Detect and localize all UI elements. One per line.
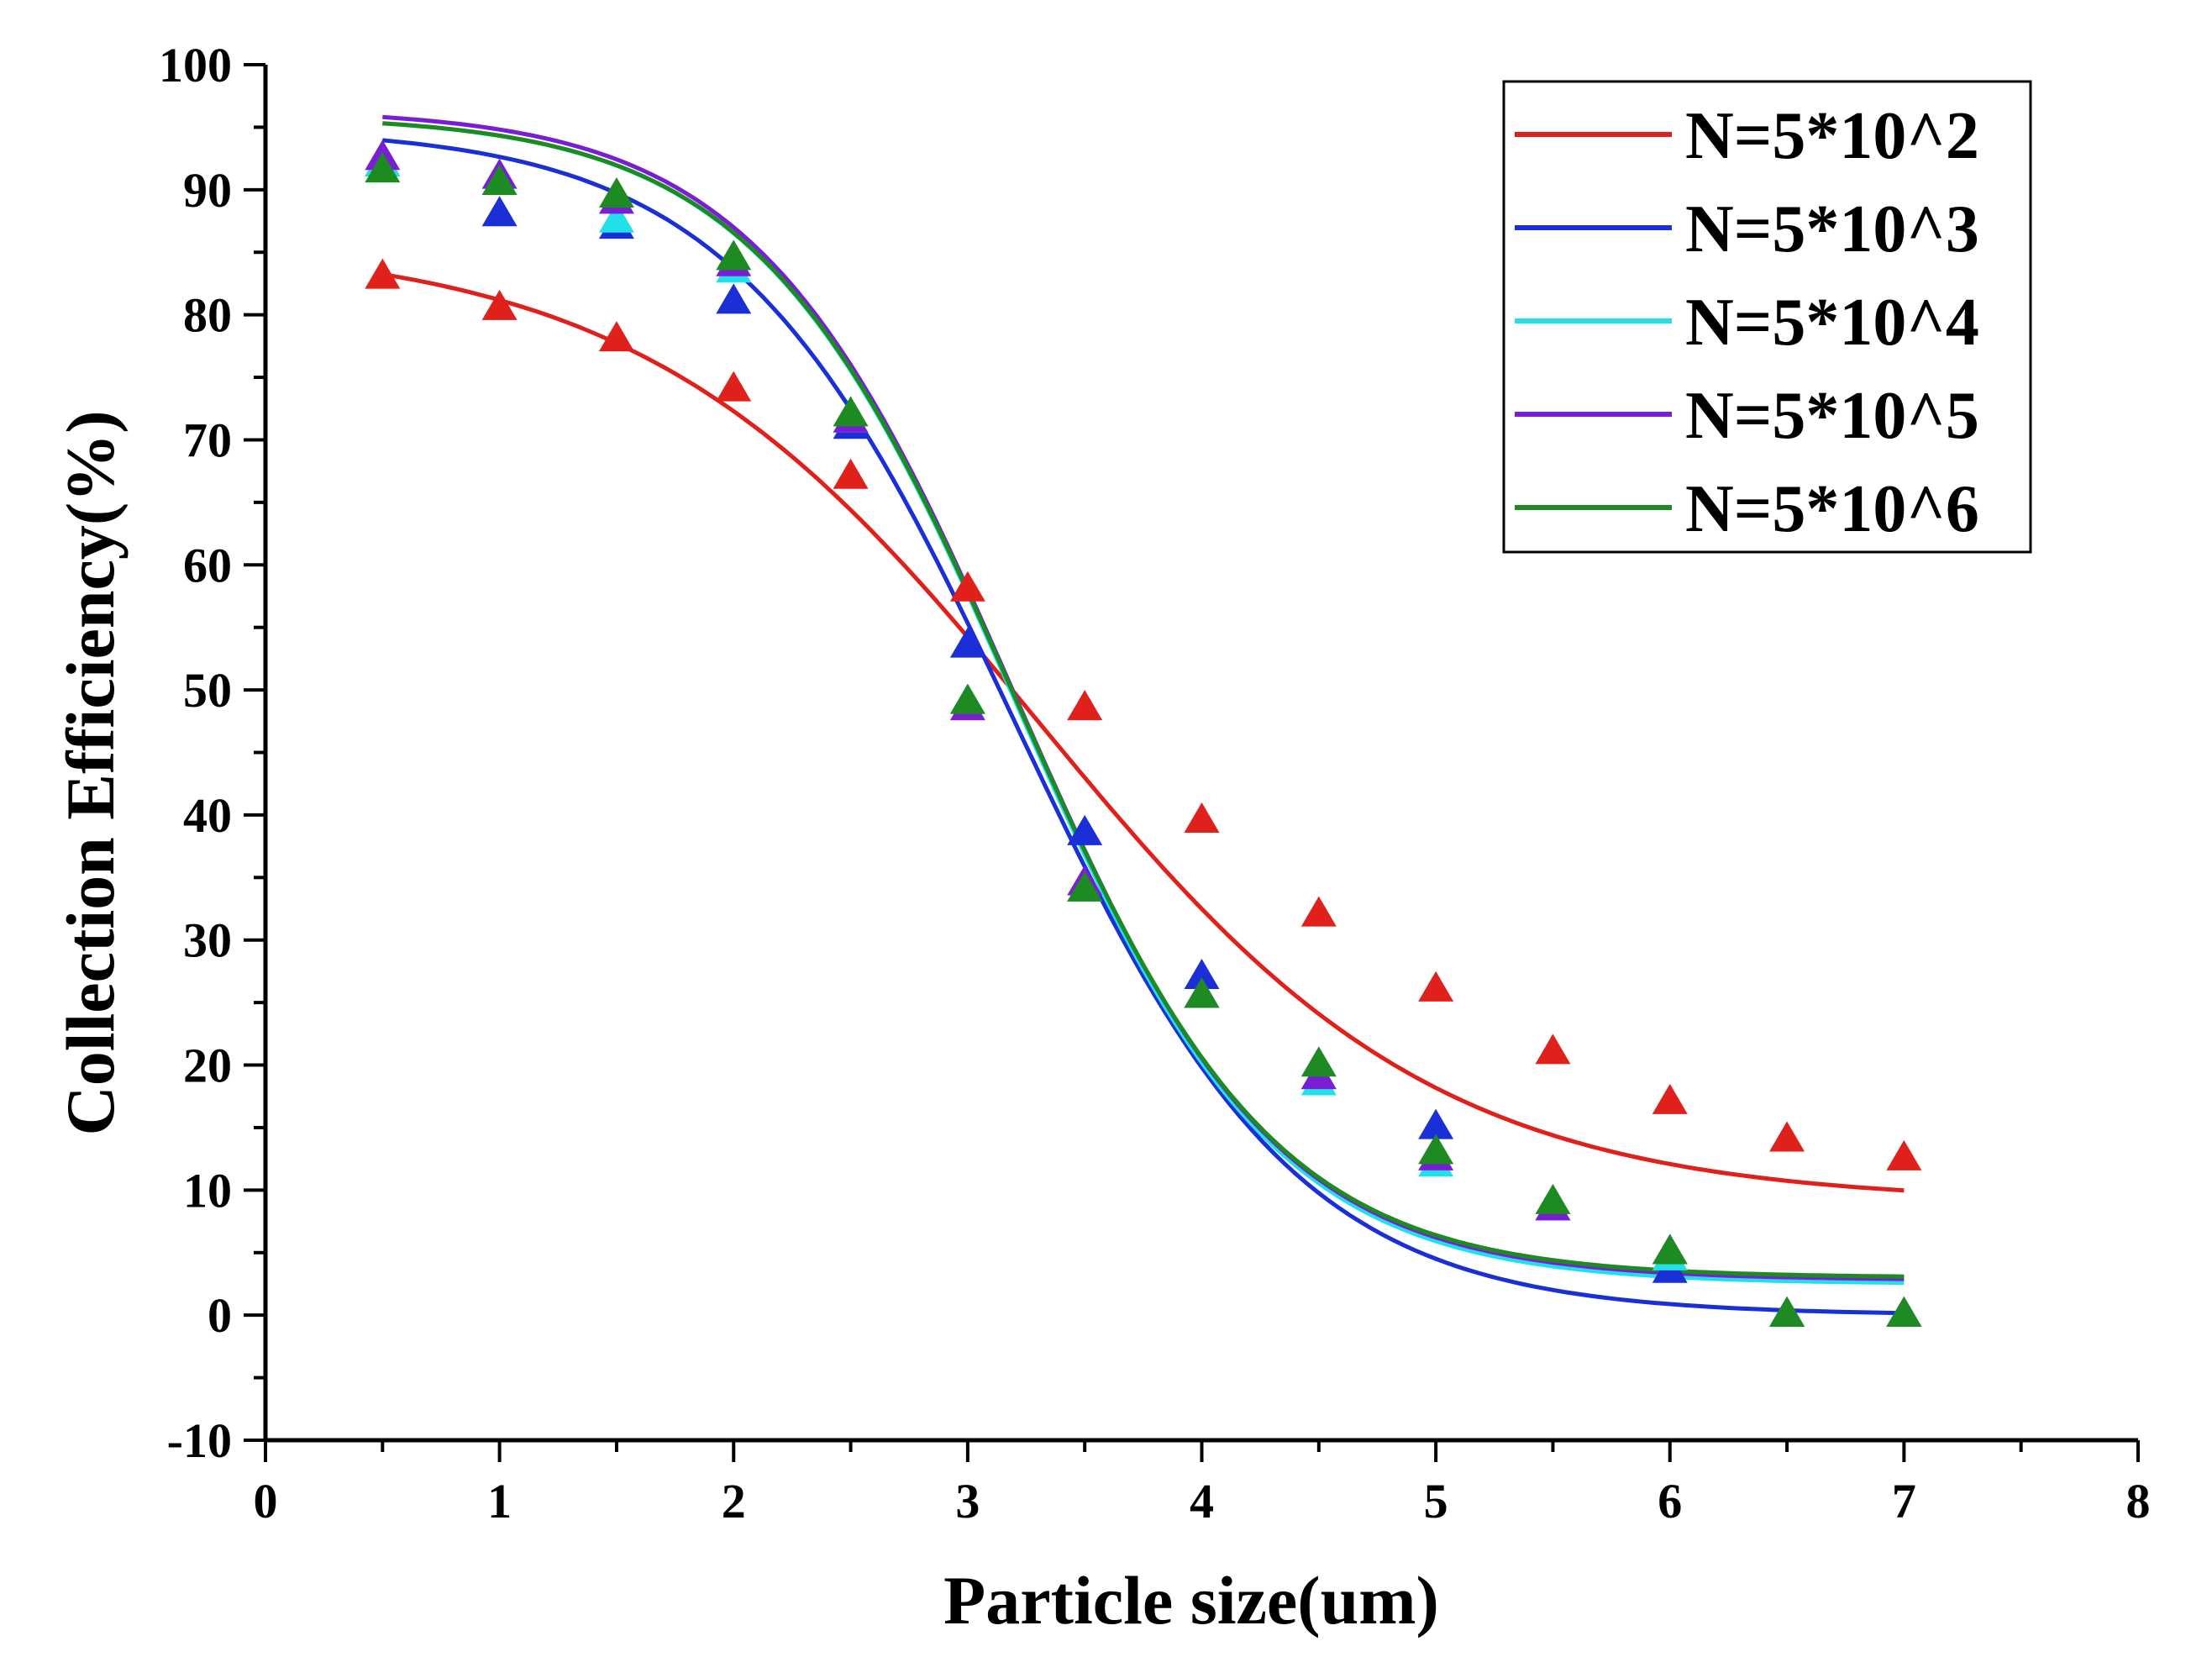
x-tick-label: 7 bbox=[1892, 1474, 1916, 1528]
x-axis-title: Particle size(um) bbox=[943, 1562, 1439, 1639]
y-tick-label: 0 bbox=[208, 1288, 232, 1343]
y-tick-label: 40 bbox=[183, 788, 232, 843]
y-tick-label: 90 bbox=[183, 163, 232, 218]
series-fit-line-1 bbox=[381, 271, 1905, 1193]
axes-layer: -10 0 10 20 30 40 50 60 70 80 90 100 0 1 2 3 4 5 6 7 8 bbox=[159, 38, 2151, 1528]
x-tick-label: 1 bbox=[487, 1474, 512, 1528]
y-tick-label: 50 bbox=[183, 663, 232, 718]
series-fit-line-5 bbox=[382, 121, 1905, 1279]
y-tick-label: 10 bbox=[183, 1163, 232, 1218]
y-axis-title: Collection Efficiency(%) bbox=[52, 410, 129, 1135]
data-point-series-5 bbox=[1418, 1134, 1454, 1165]
data-point-series-5 bbox=[833, 396, 869, 427]
data-point-series-1 bbox=[481, 289, 518, 320]
data-point-series-1 bbox=[1886, 1139, 1922, 1170]
data-point-series-5 bbox=[1300, 1046, 1337, 1077]
data-point-series-2 bbox=[1067, 814, 1103, 845]
data-point-series-2 bbox=[1418, 1108, 1454, 1139]
data-point-series-5 bbox=[598, 176, 634, 208]
legend-label-4: N=5*10^5 bbox=[1685, 379, 1979, 453]
y-tick-label: 20 bbox=[183, 1039, 232, 1093]
data-point-series-3 bbox=[598, 202, 634, 233]
data-point-series-1 bbox=[1652, 1083, 1688, 1114]
legend-label-5: N=5*10^6 bbox=[1685, 472, 1979, 546]
data-point-series-5 bbox=[365, 152, 401, 183]
legend-box bbox=[1502, 80, 2032, 554]
data-point-series-1 bbox=[949, 571, 985, 602]
data-point-series-5 bbox=[1184, 977, 1220, 1008]
data-point-series-1 bbox=[1184, 802, 1220, 834]
data-point-series-5 bbox=[1886, 1296, 1922, 1327]
data-point-series-5 bbox=[1769, 1296, 1805, 1327]
series-layer bbox=[365, 114, 1922, 1327]
data-point-series-2 bbox=[949, 627, 985, 658]
x-tick-label: 0 bbox=[254, 1474, 278, 1528]
data-point-series-1 bbox=[365, 258, 401, 289]
data-point-series-1 bbox=[833, 458, 869, 489]
legend-label-1: N=5*10^2 bbox=[1685, 99, 1979, 173]
data-point-series-1 bbox=[716, 371, 752, 402]
data-point-series-2 bbox=[1184, 959, 1220, 990]
x-tick-label: 4 bbox=[1190, 1474, 1214, 1528]
data-point-series-5 bbox=[1652, 1234, 1688, 1265]
data-point-series-5 bbox=[1535, 1183, 1571, 1214]
data-point-series-5 bbox=[716, 239, 752, 271]
y-tick-label: 30 bbox=[183, 913, 232, 968]
data-point-series-1 bbox=[1535, 1034, 1571, 1065]
legend-label-3: N=5*10^4 bbox=[1685, 286, 1979, 360]
y-tick-label: 80 bbox=[183, 288, 232, 343]
legend: N=5*10^2 N=5*10^3 N=5*10^4 N=5*10^5 N=5*10^6 bbox=[1502, 80, 2032, 554]
x-tick-label: 8 bbox=[2126, 1474, 2151, 1528]
series-fit-line-2 bbox=[382, 138, 1905, 1316]
data-point-series-1 bbox=[1300, 896, 1337, 927]
data-point-series-5 bbox=[949, 683, 985, 714]
y-tick-label: 70 bbox=[183, 413, 232, 467]
x-tick-label: 6 bbox=[1658, 1474, 1682, 1528]
data-point-series-2 bbox=[716, 283, 752, 314]
x-tick-label: 5 bbox=[1424, 1474, 1448, 1528]
data-point-series-5 bbox=[1067, 871, 1103, 902]
x-tick-label: 2 bbox=[722, 1474, 746, 1528]
data-point-series-1 bbox=[1769, 1121, 1805, 1152]
data-point-series-5 bbox=[481, 165, 518, 196]
y-tick-label: -10 bbox=[167, 1413, 232, 1468]
data-point-series-1 bbox=[1418, 971, 1454, 1002]
legend-label-2: N=5*10^3 bbox=[1685, 192, 1979, 266]
data-point-series-2 bbox=[481, 196, 518, 227]
y-tick-label: 60 bbox=[183, 538, 232, 592]
y-tick-label: 100 bbox=[159, 38, 232, 92]
data-point-series-1 bbox=[1067, 690, 1103, 721]
data-point-series-1 bbox=[598, 321, 634, 352]
x-tick-label: 3 bbox=[955, 1474, 980, 1528]
